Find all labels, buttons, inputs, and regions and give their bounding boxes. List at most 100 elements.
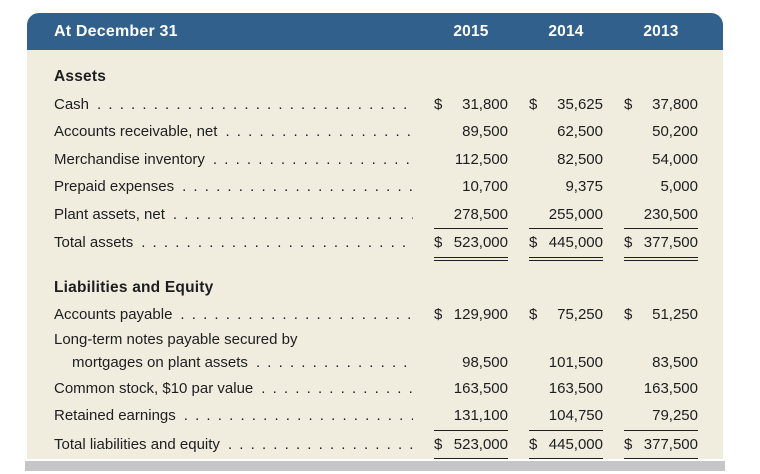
table-row: Accounts receivable, net 89,500 62,500 50,2… xyxy=(54,118,698,146)
section-heading: Assets xyxy=(54,68,107,85)
cell-value: 377,500 xyxy=(643,234,698,251)
section-liabilities-and-equity: Liabilities and Equity Accounts payable $1… xyxy=(54,274,698,463)
value-cell-2015: $523,000 xyxy=(434,431,508,462)
table-body: AssetsCash$31,800$35,625$37,800Accounts … xyxy=(27,50,723,462)
table-title: At December 31 xyxy=(54,22,178,40)
table-row: Long-term notes payable secured by xyxy=(54,329,698,350)
value-cell-2013: $51,250 xyxy=(624,301,698,329)
column-header-2015: 2015 xyxy=(453,22,489,40)
value-cell-2015: $31,800 xyxy=(434,91,508,119)
value-cell-2013: $37,800 xyxy=(624,91,698,119)
dot-leader xyxy=(217,118,413,146)
value-cell-2014: 101,500 xyxy=(529,350,603,375)
section-assets: AssetsCash$31,800$35,625$37,800Accounts … xyxy=(54,63,698,261)
dot-leader xyxy=(253,375,413,403)
value-cell-2014: 62,500 xyxy=(529,118,603,146)
row-label: Long-term notes payable secured by xyxy=(54,330,298,348)
dollar-sign: $ xyxy=(624,95,633,113)
row-label-continued: mortgages on plant assets xyxy=(72,353,248,371)
cell-value: 523,000 xyxy=(453,234,508,251)
table-row: Total liabilities and equity$523,000$445… xyxy=(54,431,698,463)
value-cell-2014: 104,750 xyxy=(529,402,603,431)
dollar-sign: $ xyxy=(434,95,443,113)
table-row: mortgages on plant assets 98,500 101,500 83… xyxy=(54,350,698,375)
dot-leader xyxy=(172,301,413,329)
dollar-sign: $ xyxy=(529,234,538,251)
dot-leader xyxy=(133,229,413,261)
cell-value: 230,500 xyxy=(643,205,698,223)
value-cell-2015: $523,000 xyxy=(434,229,508,261)
row-label: Accounts payable xyxy=(54,306,173,323)
dollar-sign: $ xyxy=(434,435,443,453)
value-cell-2015: 89,500 xyxy=(434,118,508,146)
cell-value: 50,200 xyxy=(652,123,698,140)
value-cell-2014: $75,250 xyxy=(529,301,603,329)
row-label: Merchandise inventory xyxy=(54,150,205,168)
card-shadow-bar xyxy=(25,461,725,471)
dollar-sign: $ xyxy=(624,435,633,453)
row-label: Total assets xyxy=(54,234,134,251)
cell-value: 54,000 xyxy=(652,150,698,168)
value-cell-2013: 50,200 xyxy=(624,118,698,146)
dollar-sign: $ xyxy=(434,234,443,251)
cell-value: 445,000 xyxy=(548,234,603,251)
value-cell-2014: 163,500 xyxy=(529,375,603,403)
dot-leader xyxy=(248,350,413,375)
cell-value: 101,500 xyxy=(548,353,603,371)
dollar-sign: $ xyxy=(529,435,538,453)
cell-value: 51,250 xyxy=(652,306,698,323)
table-row: Prepaid expenses 10,700 9,375 5,000 xyxy=(54,173,698,201)
value-cell-2013: 5,000 xyxy=(624,173,698,201)
column-header-2014: 2014 xyxy=(548,22,584,40)
dot-leader xyxy=(174,173,413,201)
dot-leader xyxy=(220,431,413,463)
value-cell-2015: 112,500 xyxy=(434,146,508,174)
value-cell-2015: 131,100 xyxy=(434,402,508,431)
cell-value: 9,375 xyxy=(565,178,603,195)
value-cell-2013: 54,000 xyxy=(624,146,698,174)
value-cell-2015: 163,500 xyxy=(434,375,508,403)
cell-value: 79,250 xyxy=(652,407,698,424)
value-cell-2014: 9,375 xyxy=(529,173,603,201)
dot-leader xyxy=(205,146,413,174)
table-row: Total assets$523,000$445,000$377,500 xyxy=(54,229,698,261)
value-cell-2013: 163,500 xyxy=(624,375,698,403)
value-cell-2014: 255,000 xyxy=(529,201,603,229)
value-cell-2013: 230,500 xyxy=(624,201,698,229)
column-header-2013: 2013 xyxy=(643,22,679,40)
cell-value: 131,100 xyxy=(453,407,508,424)
table-header-bar: At December 31 2015 2014 2013 xyxy=(27,13,723,50)
table-row: Retained earnings 131,100 104,750 79,250 xyxy=(54,402,698,431)
value-cell-2013: $377,500 xyxy=(624,431,698,462)
row-label: Plant assets, net xyxy=(54,205,165,223)
cell-value: 255,000 xyxy=(548,205,603,223)
table-row: Plant assets, net 278,500 255,000 230,500 xyxy=(54,201,698,229)
value-cell-2014: $35,625 xyxy=(529,91,603,119)
table-row: Cash$31,800$35,625$37,800 xyxy=(54,91,698,119)
cell-value: 445,000 xyxy=(548,435,603,453)
row-label: Prepaid expenses xyxy=(54,178,175,195)
dollar-sign: $ xyxy=(529,306,538,323)
dollar-sign: $ xyxy=(624,234,633,251)
value-cell-2014: $445,000 xyxy=(529,229,603,261)
cell-value: 82,500 xyxy=(557,150,603,168)
cell-value: 112,500 xyxy=(454,150,508,168)
row-label: Cash xyxy=(54,95,90,113)
cell-value: 75,250 xyxy=(557,306,603,323)
cell-value: 163,500 xyxy=(453,379,508,397)
table-row: Accounts payable $129,900 $75,250 $51,250 xyxy=(54,301,698,329)
dot-leader xyxy=(89,91,413,119)
cell-value: 278,500 xyxy=(453,205,508,223)
value-cell-2015: 278,500 xyxy=(434,201,508,229)
cell-value: 62,500 xyxy=(557,123,603,140)
cell-value: 83,500 xyxy=(652,353,698,371)
row-label: Total liabilities and equity xyxy=(54,435,220,453)
value-cell-2015: 98,500 xyxy=(434,350,508,375)
cell-value: 10,700 xyxy=(462,178,508,195)
table-row: Common stock, $10 par value 163,500 163,50… xyxy=(54,375,698,403)
cell-value: 35,625 xyxy=(557,95,603,113)
cell-value: 129,900 xyxy=(453,306,508,323)
cell-value: 5,000 xyxy=(660,178,698,195)
cell-value: 377,500 xyxy=(643,435,698,453)
row-label: Retained earnings xyxy=(54,407,176,424)
